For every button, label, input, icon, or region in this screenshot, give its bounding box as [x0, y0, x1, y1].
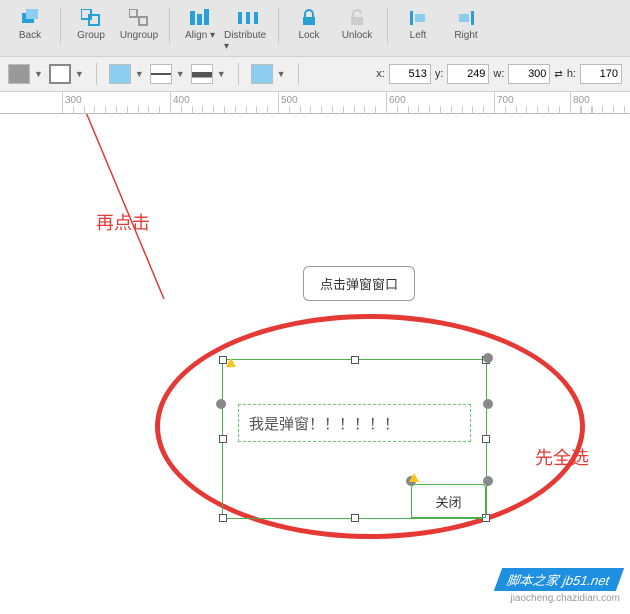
- separator: [60, 8, 61, 44]
- anchor-point[interactable]: [483, 399, 493, 409]
- watermark: 脚本之家 jb51.net jiaocheng.chazidian.com: [498, 568, 620, 604]
- coords: x: y: w: ⇄ h:: [376, 64, 622, 84]
- back-button[interactable]: Back: [6, 8, 54, 41]
- left-icon: [406, 8, 430, 28]
- separator: [298, 63, 299, 85]
- ungroup-icon: [127, 8, 151, 28]
- x-input[interactable]: [389, 64, 431, 84]
- h-input[interactable]: [580, 64, 622, 84]
- watermark-line1: 脚本之家 jb51.net: [494, 568, 624, 591]
- right-button[interactable]: Right: [442, 8, 490, 41]
- resize-handle[interactable]: [219, 435, 227, 443]
- annotation-click-again: 再点击: [96, 209, 150, 235]
- popup-trigger-button[interactable]: 点击弹窗窗口: [303, 266, 415, 301]
- distribute-label: Distribute ▾: [224, 30, 272, 52]
- watermark-line2: jiaocheng.chazidian.com: [510, 593, 620, 604]
- separator: [278, 8, 279, 44]
- text-color-swatch[interactable]: ▼: [251, 64, 286, 84]
- distribute-icon: [236, 8, 260, 28]
- marker-icon: [409, 473, 419, 482]
- left-button[interactable]: Left: [394, 8, 442, 41]
- resize-handle[interactable]: [351, 356, 359, 364]
- separator: [387, 8, 388, 44]
- fill-swatch[interactable]: ▼: [8, 64, 43, 84]
- ungroup-button[interactable]: Ungroup: [115, 8, 163, 41]
- main-toolbar: Back Group Ungroup Align ▾ Distribute ▾ …: [0, 0, 630, 57]
- line-color-swatch[interactable]: ▼: [109, 64, 144, 84]
- lock-icon: [297, 8, 321, 28]
- align-icon: [188, 8, 212, 28]
- right-label: Right: [454, 30, 477, 41]
- align-label: Align ▾: [185, 30, 215, 41]
- anchor-point[interactable]: [216, 399, 226, 409]
- unlock-icon: [345, 8, 369, 28]
- resize-handle[interactable]: [219, 514, 227, 522]
- resize-handle[interactable]: [351, 514, 359, 522]
- horizontal-ruler: 300400500600700800900: [0, 92, 630, 114]
- back-label: Back: [19, 30, 41, 41]
- border-swatch[interactable]: ▼: [49, 64, 84, 84]
- group-icon: [79, 8, 103, 28]
- group-label: Group: [77, 30, 105, 41]
- unlock-button[interactable]: Unlock: [333, 8, 381, 41]
- anchor-point[interactable]: [483, 353, 493, 363]
- format-toolbar: ▼ ▼ ▼ ▼ ▼ ▼ x: y: w: ⇄ h:: [0, 57, 630, 92]
- resize-handle[interactable]: [482, 435, 490, 443]
- line-weight-swatch[interactable]: ▼: [191, 64, 226, 84]
- w-label: w:: [493, 68, 504, 80]
- separator: [169, 8, 170, 44]
- annotation-select-first: 先全选: [535, 444, 589, 470]
- separator: [96, 63, 97, 85]
- line-style-swatch[interactable]: ▼: [150, 64, 185, 84]
- lock-button[interactable]: Lock: [285, 8, 333, 41]
- h-label: h:: [567, 68, 576, 80]
- dialog-close-button[interactable]: 关闭: [411, 484, 486, 518]
- y-label: y:: [435, 68, 444, 80]
- canvas[interactable]: 再点击 点击弹窗窗口 我是弹窗！！！！！！ 关闭 先全选 脚本之家 jb51.n…: [0, 114, 630, 614]
- separator: [238, 63, 239, 85]
- align-button[interactable]: Align ▾: [176, 8, 224, 41]
- unlock-label: Unlock: [342, 30, 373, 41]
- y-input[interactable]: [447, 64, 489, 84]
- ungroup-label: Ungroup: [120, 30, 158, 41]
- left-label: Left: [410, 30, 427, 41]
- x-label: x:: [376, 68, 385, 80]
- marker-icon: [226, 358, 236, 367]
- w-input[interactable]: [508, 64, 550, 84]
- back-icon: [18, 8, 42, 28]
- dialog-message[interactable]: 我是弹窗！！！！！！: [238, 404, 471, 442]
- right-icon: [454, 8, 478, 28]
- distribute-button[interactable]: Distribute ▾: [224, 8, 272, 52]
- group-button[interactable]: Group: [67, 8, 115, 41]
- lock-label: Lock: [298, 30, 319, 41]
